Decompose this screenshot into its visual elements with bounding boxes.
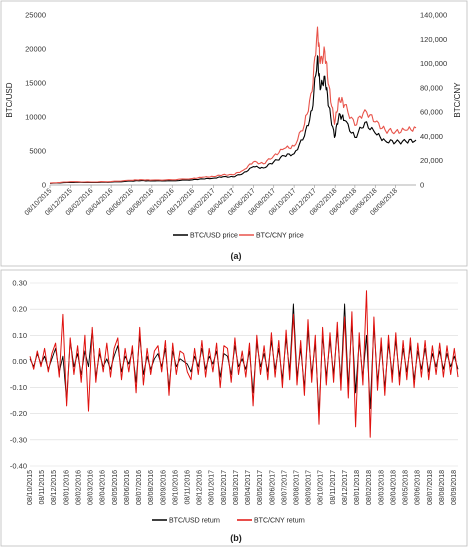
- panel-b-x-tick-label: 08/05/2018: [403, 470, 410, 505]
- panel-b-x-tick-label: 08/09/2016: [160, 470, 167, 505]
- panel-b-y-tick-label: 0.30: [12, 279, 27, 288]
- panel-b-legend: BTC/USD return BTC/CNY return: [152, 518, 305, 525]
- panel-b-x-tick-label: 08/05/2016: [112, 470, 119, 505]
- panel-b-x-ticks: 08/10/2015 08/11/2015 08/12/2015 08/01/2016…: [27, 470, 458, 505]
- panel-a-legend: BTC/USD price BTC/CNY price: [173, 233, 304, 240]
- panel-a-left-tick-label: 15000: [25, 79, 46, 88]
- panel-b-x-tick-label: 08/01/2016: [63, 470, 70, 505]
- series-line-btc-cny-return: [29, 290, 459, 438]
- panel-a-left-tick-label: 20000: [25, 45, 46, 54]
- panel-a-right-tick-label: 0: [420, 181, 424, 190]
- legend-label-btc-usd-price: BTC/USD price: [190, 233, 238, 240]
- panel-a-left-tick-label: 25000: [25, 11, 46, 20]
- legend-label-btc-usd-return: BTC/USD return: [169, 518, 220, 525]
- panel-b-y-tick-label: -0.40: [10, 462, 27, 471]
- panel-b: 0.30 0.20 0.10 0.00 -0.10 -0.20 -0.30 -0.40 08/…: [0, 269, 468, 547]
- panel-b-y-tick-label: -0.10: [10, 383, 27, 392]
- panel-b-x-tick-label: 08/10/2016: [172, 470, 179, 505]
- panel-a-right-tick-label: 120,000: [420, 35, 447, 44]
- panel-b-x-tick-label: 08/01/2018: [354, 470, 361, 505]
- panel-a-right-tick-label: 40,000: [420, 132, 443, 141]
- panel-b-x-tick-label: 08/10/2015: [27, 470, 34, 505]
- panel-a-frame: [0, 0, 468, 267]
- panel-a-left-ticks: 0 5000 10000 15000 20000 25000: [25, 11, 46, 190]
- panel-b-x-tick-label: 08/12/2015: [51, 470, 58, 505]
- legend-label-btc-cny-return: BTC/CNY return: [254, 518, 305, 525]
- panel-b-x-tick-label: 08/03/2018: [378, 470, 385, 505]
- panel-b-y-tick-label: 0.10: [12, 331, 27, 340]
- panel-a-right-tick-label: 80,000: [420, 83, 443, 92]
- panel-b-y-tick-label: -0.20: [10, 409, 27, 418]
- panel-b-x-tick-label: 08/08/2018: [439, 470, 446, 505]
- panel-a-left-tick-label: 0: [42, 181, 46, 190]
- panel-b-x-tick-label: 08/12/2016: [197, 470, 204, 505]
- panel-b-x-tick-label: 08/02/2018: [366, 470, 373, 505]
- panel-b-x-tick-label: 08/07/2018: [427, 470, 434, 505]
- panel-b-x-tick-label: 08/02/2016: [75, 470, 82, 505]
- panel-a-left-tick-label: 5000: [29, 147, 46, 156]
- panel-b-caption: (b): [230, 533, 242, 543]
- panel-b-x-tick-label: 08/05/2017: [257, 470, 264, 505]
- panel-b-x-tick-label: 08/03/2017: [233, 470, 240, 505]
- panel-a-x-ticks: 08/10/201508/12/201508/02/201608/04/2016…: [24, 185, 399, 217]
- panel-b-x-tick-label: 08/06/2018: [415, 470, 422, 505]
- panel-b-x-tick-label: 08/11/2017: [330, 470, 337, 505]
- panel-a-right-ticks: 0 20,000 40,000 60,000 80,000 100,000 120,000 1…: [420, 11, 447, 190]
- panel-b-series: [29, 290, 459, 438]
- panel-a-right-tick-label: 140,000: [420, 11, 447, 20]
- panel-b-x-tick-label: 08/06/2016: [124, 470, 131, 505]
- panel-a-left-tick-label: 10000: [25, 113, 46, 122]
- panel-b-x-tick-label: 08/01/2017: [209, 470, 216, 505]
- series-line-btc-cny-price: [49, 26, 417, 184]
- panel-b-x-tick-label: 08/04/2017: [245, 470, 252, 505]
- panel-b-x-tick-label: 08/07/2017: [281, 470, 288, 505]
- panel-b-x-tick-label: 08/11/2016: [184, 470, 191, 505]
- panel-b-y-tick-label: 0.20: [12, 305, 27, 314]
- panel-b-frame: [0, 269, 468, 547]
- panel-b-x-tick-label: 08/09/2017: [306, 470, 313, 505]
- panel-b-x-tick-label: 08/03/2016: [88, 470, 95, 505]
- panel-b-y-ticks: 0.30 0.20 0.10 0.00 -0.10 -0.20 -0.30 -0.40: [10, 279, 27, 471]
- panel-b-x-tick-label: 08/02/2017: [221, 470, 228, 505]
- panel-b-x-tick-label: 08/04/2018: [390, 470, 397, 505]
- panel-b-x-tick-label: 08/09/2018: [451, 470, 458, 505]
- legend-label-btc-cny-price: BTC/CNY price: [256, 233, 304, 240]
- panel-a-right-tick-label: 100,000: [420, 59, 447, 68]
- panel-b-x-tick-label: 08/08/2017: [294, 470, 301, 505]
- panel-b-x-tick-label: 08/08/2016: [148, 470, 155, 505]
- panel-a-caption: (a): [231, 251, 242, 261]
- panel-b-y-tick-label: -0.30: [10, 435, 27, 444]
- panel-a-ylabel-right: BTC/CNY: [453, 82, 462, 118]
- panel-b-x-tick-label: 08/10/2017: [318, 470, 325, 505]
- panel-b-gridlines: [30, 282, 458, 467]
- panel-a-right-tick-label: 20,000: [420, 156, 443, 165]
- panel-b-x-tick-label: 08/06/2017: [269, 470, 276, 505]
- panel-b-x-tick-label: 08/12/2017: [342, 470, 349, 505]
- panel-b-y-tick-label: 0.00: [12, 357, 27, 366]
- panel-a-series: [49, 26, 417, 184]
- series-line-btc-usd-price: [49, 55, 417, 184]
- panel-b-x-tick-label: 08/04/2016: [100, 470, 107, 505]
- panel-a-right-tick-label: 60,000: [420, 108, 443, 117]
- panel-b-x-tick-label: 08/07/2016: [136, 470, 143, 505]
- panel-b-x-tick-label: 08/11/2015: [39, 470, 46, 505]
- panel-a: 0 5000 10000 15000 20000 25000 0 20,000 40,000 6…: [0, 0, 468, 267]
- panel-a-ylabel-left: BTC/USD: [5, 82, 14, 117]
